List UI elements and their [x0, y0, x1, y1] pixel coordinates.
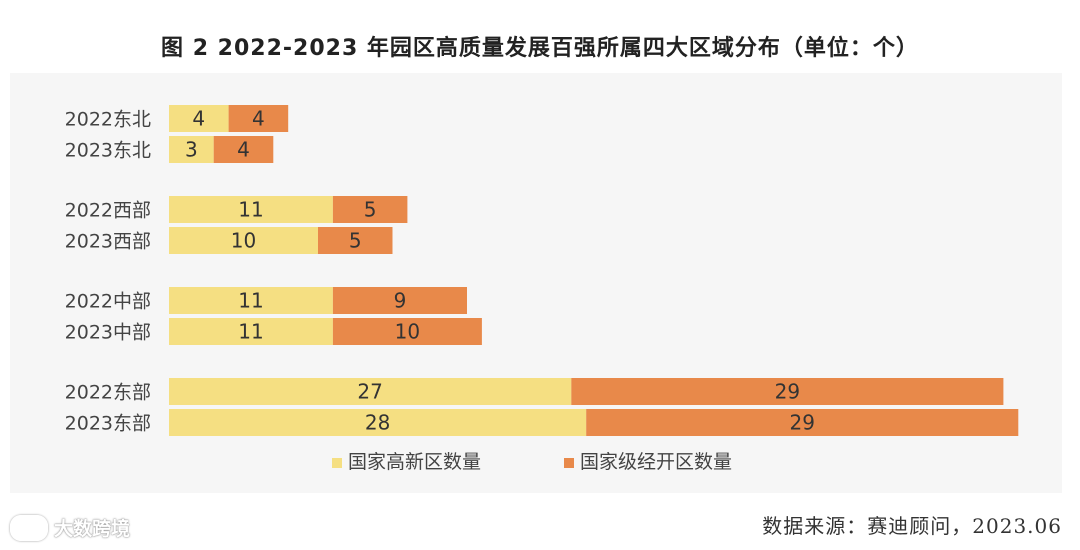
logo-icon — [10, 514, 48, 541]
data-label: 29 — [790, 411, 815, 435]
category-label: 2022西部 — [65, 200, 151, 222]
chart-title: 图 2 2022-2023 年园区高质量发展百强所属四大区域分布（单位：个） — [161, 36, 919, 61]
category-label: 2022东北 — [65, 109, 151, 131]
data-label: 11 — [238, 320, 263, 344]
bar-high-tech-zone — [169, 318, 333, 345]
data-label: 11 — [238, 289, 263, 313]
data-label: 4 — [237, 138, 250, 162]
category-label: 2023中部 — [65, 322, 151, 344]
bar-high-tech-zone — [169, 196, 333, 223]
category-label: 2022中部 — [65, 291, 151, 313]
category-label: 2023东部 — [65, 413, 151, 435]
data-label: 5 — [364, 198, 377, 222]
legend-swatch-high-tech-zone — [332, 458, 342, 468]
bar-high-tech-zone — [169, 287, 333, 314]
bar-economic-zone — [213, 136, 274, 163]
bar-economic-zone — [332, 318, 482, 345]
data-label: 29 — [775, 380, 800, 404]
data-label: 28 — [365, 411, 390, 435]
category-label: 2023东北 — [65, 140, 151, 162]
bar-high-tech-zone — [169, 227, 318, 254]
bar-high-tech-zone — [169, 136, 214, 163]
legend-label: 国家高新区数量 — [348, 451, 481, 473]
bar-economic-zone — [332, 287, 467, 314]
data-label: 27 — [357, 380, 382, 404]
bar-high-tech-zone — [169, 378, 572, 405]
bar-high-tech-zone — [169, 105, 229, 132]
bar-economic-zone — [318, 227, 393, 254]
bar-economic-zone — [332, 196, 408, 223]
data-label: 5 — [349, 229, 362, 253]
legend-label: 国家级经开区数量 — [580, 451, 732, 473]
data-label: 10 — [395, 320, 420, 344]
data-label: 11 — [238, 198, 263, 222]
data-label: 4 — [252, 107, 265, 131]
watermark-logo: 大数跨境 — [10, 514, 130, 541]
bar-high-tech-zone — [169, 409, 587, 436]
data-source: 数据来源：赛迪顾问，2023.06 — [762, 514, 1062, 538]
data-label: 4 — [192, 107, 205, 131]
bar-economic-zone — [571, 378, 1004, 405]
bar-economic-zone — [586, 409, 1019, 436]
data-label: 3 — [185, 138, 198, 162]
data-label: 10 — [231, 229, 256, 253]
legend-swatch-economic-zone — [564, 458, 574, 468]
bar-economic-zone — [228, 105, 289, 132]
category-label: 2022东部 — [65, 382, 151, 404]
data-label: 9 — [394, 289, 407, 313]
watermark-text: 大数跨境 — [54, 518, 131, 540]
category-label: 2023西部 — [65, 231, 151, 253]
